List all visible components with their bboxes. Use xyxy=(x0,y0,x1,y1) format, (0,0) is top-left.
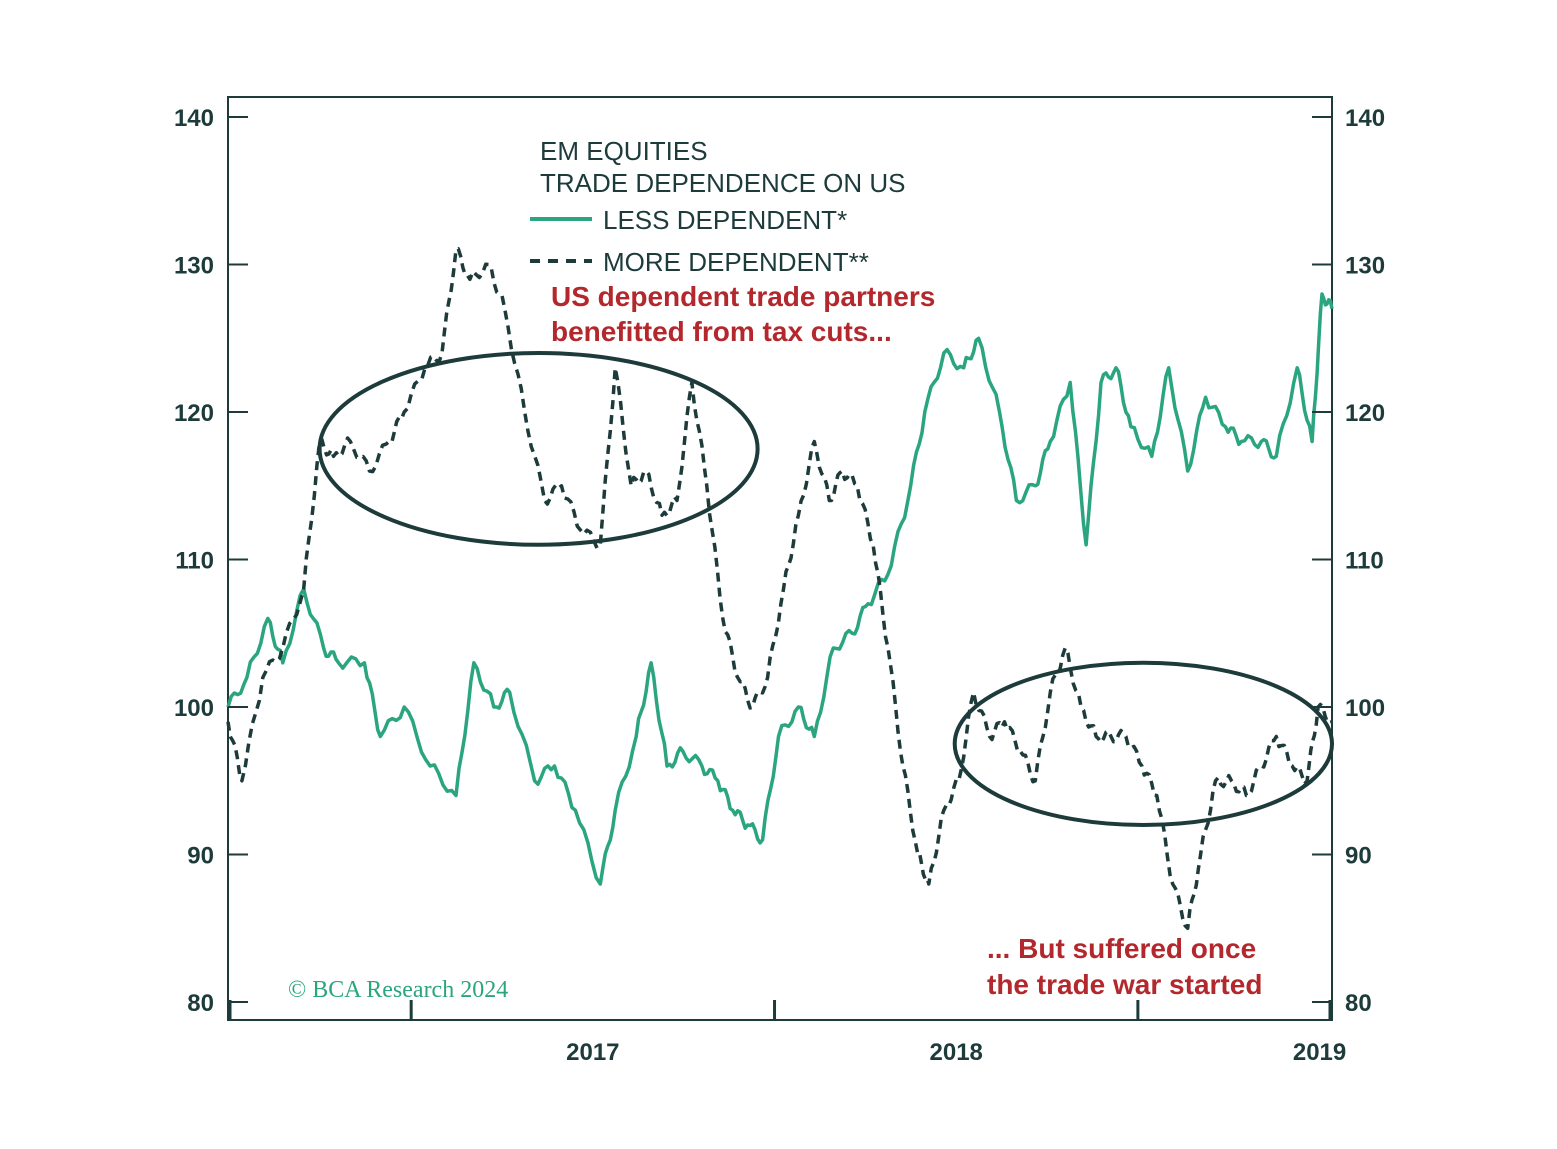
y-tick-right-label: 90 xyxy=(1345,843,1372,870)
annotation-2-line1: ... But suffered once xyxy=(987,933,1256,964)
y-tick-left-label: 90 xyxy=(187,843,214,870)
y-tick-right-label: 100 xyxy=(1345,695,1385,722)
plot-frame xyxy=(227,96,1333,1021)
highlight-ellipse-2 xyxy=(952,660,1334,827)
x-tick-label: 2018 xyxy=(930,1039,983,1066)
y-tick-left-label: 110 xyxy=(175,548,214,575)
annotation-1-line2: benefitted from tax cuts... xyxy=(551,316,892,347)
y-tick-left-label: 130 xyxy=(174,253,214,280)
annotation-2-line2: the trade war started xyxy=(987,969,1262,1000)
x-tick-label: 2017 xyxy=(566,1039,619,1066)
legend: EM EQUITIES TRADE DEPENDENCE ON US LESS … xyxy=(530,136,906,277)
plot-border xyxy=(227,96,1333,1021)
y-tick-left-label: 120 xyxy=(174,400,214,427)
y-tick-left-label: 100 xyxy=(174,695,214,722)
legend-label-less-dependent: LESS DEPENDENT* xyxy=(603,205,847,235)
legend-title-line1: EM EQUITIES xyxy=(540,136,708,166)
y-tick-left-label: 80 xyxy=(187,990,214,1017)
y-tick-right-label: 130 xyxy=(1345,253,1385,280)
axes: 80 80 90 90 100 100 110 110 120 120 130 130 140 140 20… xyxy=(174,105,1385,1066)
y-tick-right-label: 120 xyxy=(1345,400,1385,427)
series-lines xyxy=(226,247,1334,931)
series-line-more-dependent xyxy=(226,247,1333,931)
y-tick-right-label: 140 xyxy=(1345,105,1385,132)
y-tick-right-label: 110 xyxy=(1345,548,1384,575)
annotation-1-line1: US dependent trade partners xyxy=(551,281,935,312)
y-tick-right-label: 80 xyxy=(1345,990,1372,1017)
legend-label-more-dependent: MORE DEPENDENT** xyxy=(603,247,869,277)
legend-title-line2: TRADE DEPENDENCE ON US xyxy=(540,168,906,198)
credit-text: © BCA Research 2024 xyxy=(288,977,508,1003)
y-tick-left-label: 140 xyxy=(174,105,214,132)
series-line-less-dependent xyxy=(226,292,1334,886)
x-tick-label: 2019 xyxy=(1293,1039,1346,1066)
annotations: US dependent trade partners benefitted f… xyxy=(551,281,1262,1000)
